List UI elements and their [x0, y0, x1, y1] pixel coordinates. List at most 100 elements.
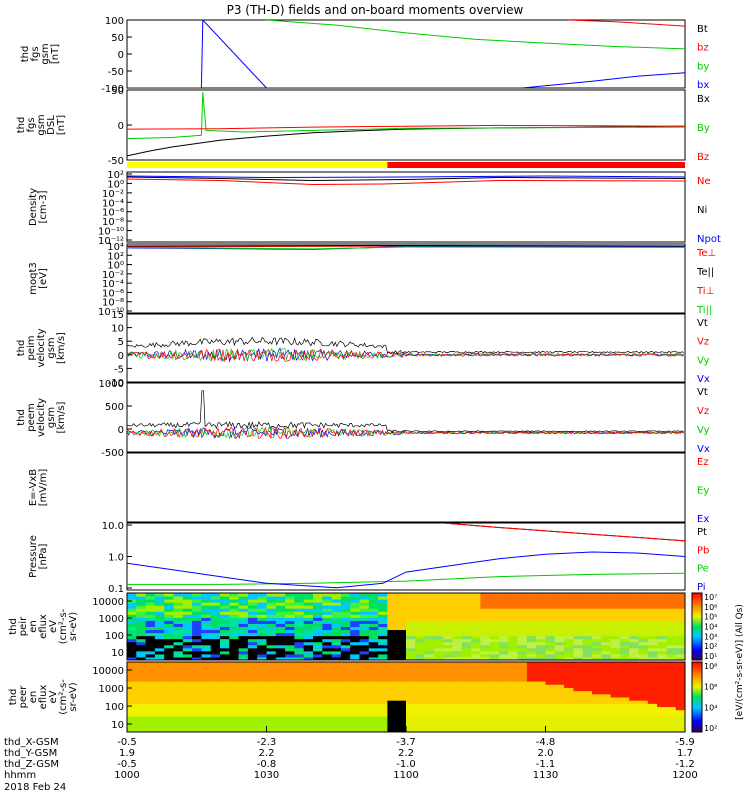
spectrogram-cell	[499, 703, 509, 708]
spectrogram-cell	[238, 623, 249, 627]
spectrogram-cell	[266, 626, 277, 631]
spectrogram-cell	[452, 725, 463, 730]
spectrogram-cell	[406, 599, 416, 603]
spectrogram-cell	[303, 623, 314, 627]
spectrogram-cell	[340, 608, 351, 612]
spectrogram-cell	[192, 626, 202, 631]
spectrogram-cell	[136, 605, 147, 609]
spectrogram-cell	[173, 650, 184, 655]
spectrogram-cell	[303, 728, 314, 733]
spectrogram-cell	[610, 706, 621, 711]
y-label-line: moqt3	[28, 262, 39, 295]
spectrogram-cell	[350, 728, 360, 733]
y-label-line: [km/s]	[56, 401, 67, 433]
spectrogram-cell	[173, 605, 184, 609]
spectrogram-cell	[322, 653, 333, 658]
y-label-line: [nT]	[50, 44, 61, 64]
spectrogram-cell	[461, 629, 472, 634]
spectrogram-cell	[145, 602, 156, 606]
spectrogram-cell	[192, 653, 202, 658]
spectrogram-cell	[359, 703, 370, 708]
spectrogram-cell	[127, 687, 137, 692]
spectrogram-cell	[610, 712, 621, 717]
spectrogram-cell	[471, 608, 481, 612]
spectrogram-cell	[164, 602, 174, 606]
spectrogram-cell	[517, 662, 528, 666]
spectrogram-cell	[629, 653, 639, 658]
spectrogram-cell	[229, 602, 240, 606]
spectrogram-cell	[229, 617, 240, 621]
spectrogram-cell	[508, 725, 519, 730]
spectrogram-cell	[350, 722, 360, 727]
spectrogram-cell	[471, 623, 481, 627]
spectrogram-cell	[564, 644, 574, 649]
spectrogram-cell	[182, 611, 193, 615]
spectrogram-cell	[647, 671, 658, 676]
spectrogram-cell	[127, 693, 137, 698]
spectrogram-cell	[610, 662, 621, 666]
spectrogram-cell	[331, 608, 342, 612]
spectrogram-cell	[526, 674, 537, 679]
spectrogram-cell	[610, 671, 621, 676]
spectrogram-cell	[406, 722, 416, 727]
spectrogram-cell	[164, 611, 174, 615]
spectrogram-cell	[303, 599, 314, 603]
spectrogram-cell	[433, 623, 444, 627]
spectrogram-cell	[154, 611, 165, 615]
legend-entry: Te||	[696, 267, 714, 278]
spectrogram-cell	[145, 662, 156, 666]
spectrogram-cell	[536, 608, 546, 612]
spectrogram-cell	[471, 611, 481, 615]
spectrogram-cell	[210, 700, 221, 704]
spectrogram-cell	[564, 725, 574, 730]
spectrogram-cell	[517, 706, 528, 711]
spectrogram-cell	[452, 632, 463, 637]
spectrogram-cell	[592, 593, 602, 597]
spectrogram-cell	[573, 596, 584, 600]
spectrogram-cell	[294, 662, 305, 666]
y-tick-label: -5	[114, 364, 124, 375]
spectrogram-cell	[173, 671, 184, 676]
spectrogram-cell	[164, 677, 174, 682]
spectrogram-cell	[340, 632, 351, 637]
y-label-line: DSL	[46, 115, 57, 135]
spectrogram-cell	[340, 706, 351, 711]
spectrogram-cell	[489, 638, 500, 643]
spectrogram-cell	[154, 674, 165, 679]
spectrogram-cell	[610, 605, 621, 609]
spectrogram-cell	[275, 629, 286, 634]
spectrogram-cell	[433, 626, 444, 631]
spectrogram-cell	[350, 623, 360, 627]
spectrogram-cell	[601, 611, 612, 615]
spectrogram-cell	[210, 596, 221, 600]
spectrogram-cell	[443, 671, 453, 676]
spectrogram-cell	[182, 650, 193, 655]
spectrogram-cell	[545, 665, 556, 669]
spectrogram-cell	[480, 635, 491, 640]
spectrogram-cell	[517, 635, 528, 640]
spectrogram-cell	[275, 599, 286, 603]
spectrogram-cell	[303, 596, 314, 600]
spectrogram-cell	[424, 662, 435, 666]
spectrogram-cell	[238, 677, 249, 682]
spectrogram-cell	[238, 593, 249, 597]
spectrogram-cell	[313, 635, 323, 640]
spectrogram-cell	[229, 681, 240, 685]
spectrogram-cell	[582, 629, 593, 634]
spectrogram-cell	[638, 632, 649, 637]
spectrogram-cell	[536, 641, 546, 646]
spectrogram-cell	[136, 623, 147, 627]
spectrogram-cell	[471, 693, 481, 698]
y-tick-label: 10⁻⁸	[102, 298, 124, 309]
spectrogram-cell	[359, 725, 370, 730]
spectrogram-cell	[266, 693, 277, 698]
spectrogram-cell	[396, 650, 407, 655]
spectrogram-cell	[257, 638, 267, 643]
spectrogram-cell	[303, 611, 314, 615]
spectrogram-cell	[257, 596, 267, 600]
spectrogram-cell	[210, 620, 221, 624]
spectrogram-cell	[396, 700, 407, 704]
spectrogram-cell	[247, 700, 258, 704]
spectrogram-cell	[406, 632, 416, 637]
